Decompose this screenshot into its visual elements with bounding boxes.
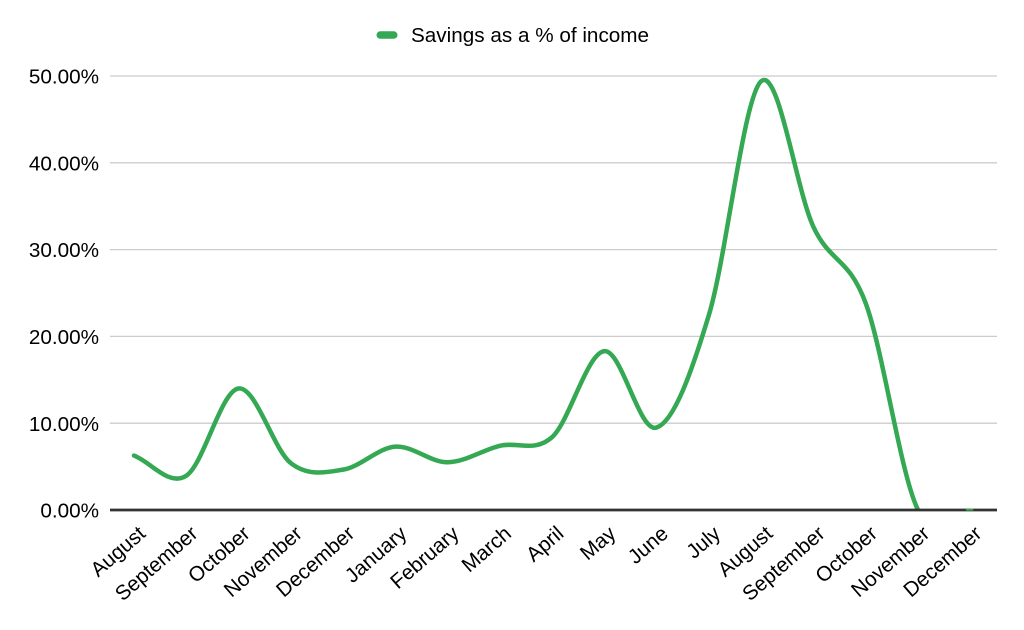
svg-text:50.00%: 50.00%: [29, 66, 99, 89]
svg-text:Savings as a % of income: Savings as a % of income: [411, 24, 649, 47]
svg-text:40.00%: 40.00%: [29, 152, 99, 175]
svg-text:0.00%: 0.00%: [40, 500, 99, 523]
svg-text:30.00%: 30.00%: [29, 239, 99, 262]
svg-text:10.00%: 10.00%: [29, 413, 99, 436]
svg-text:20.00%: 20.00%: [29, 326, 99, 349]
